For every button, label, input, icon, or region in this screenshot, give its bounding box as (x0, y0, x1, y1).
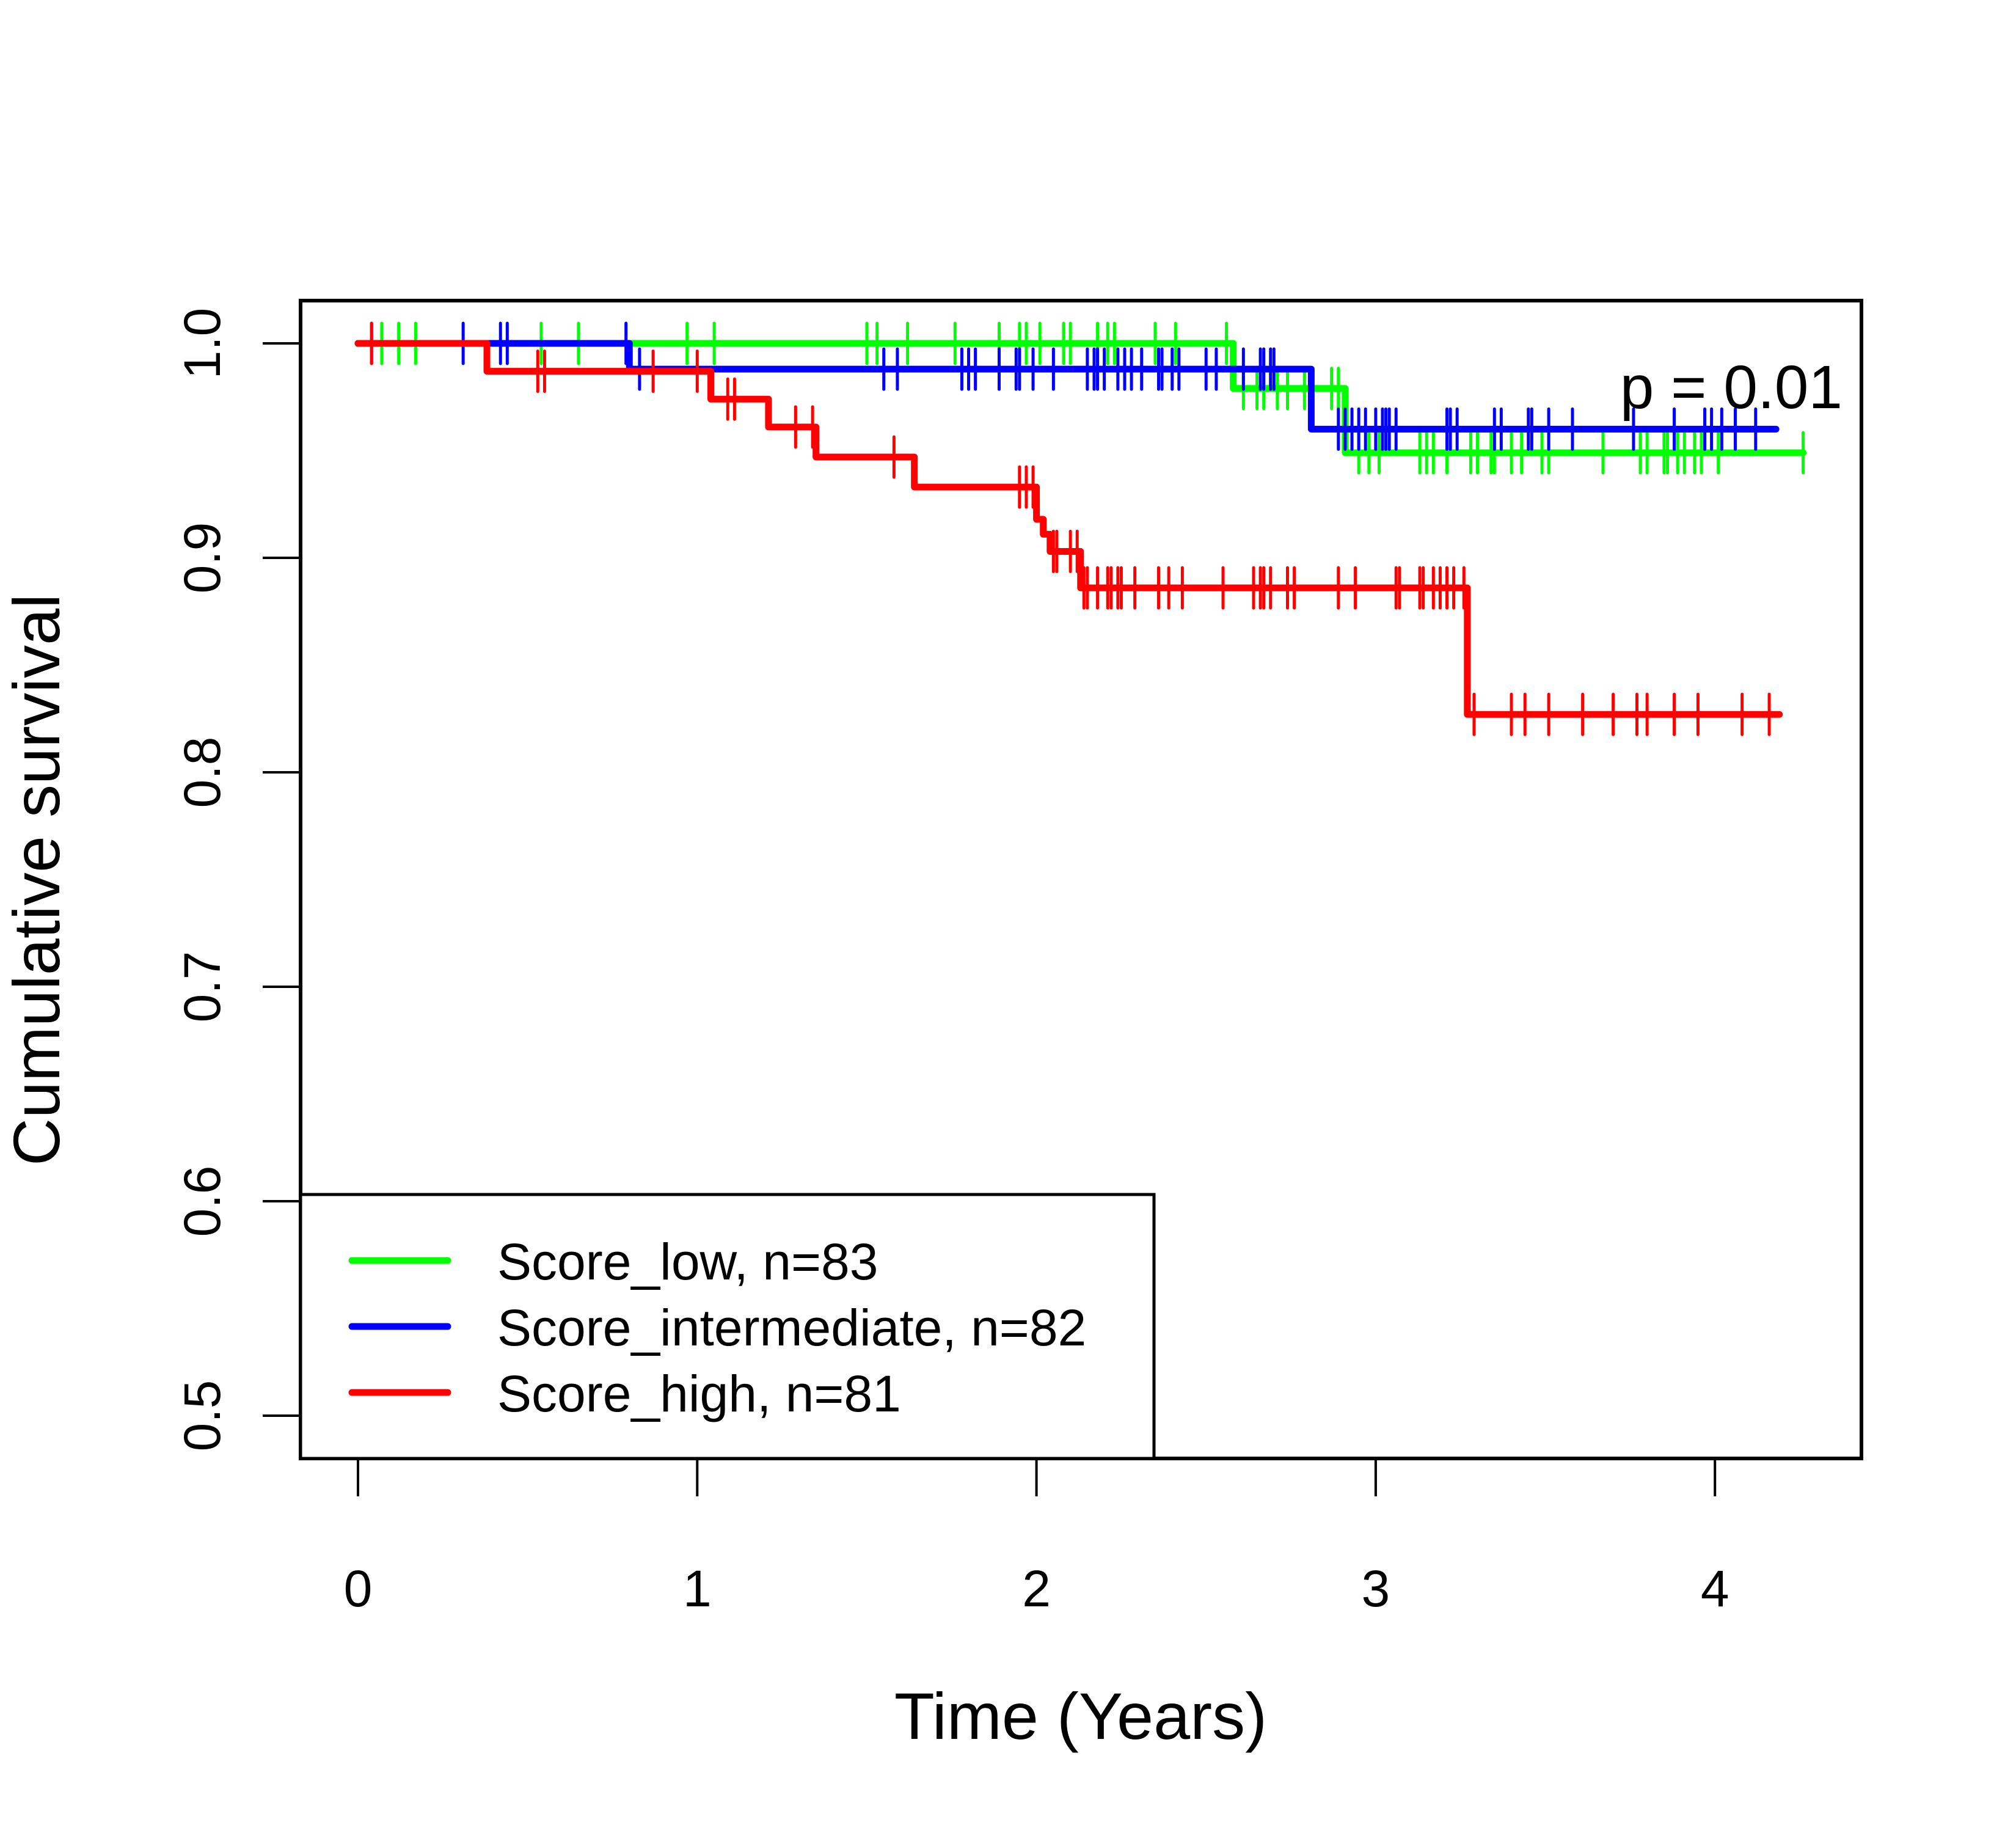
series-score-high (354, 321, 1783, 736)
legend-item-score-high: Score_high, n=81 (348, 1365, 901, 1422)
y-tick-label: 0.9 (173, 522, 231, 594)
x-tick-label: 0 (344, 1560, 373, 1617)
series-score-low (354, 321, 1807, 475)
y-tick-label: 0.5 (173, 1380, 231, 1452)
x-tick-label: 2 (1022, 1560, 1051, 1617)
legend-label-score-high: Score_high, n=81 (497, 1365, 901, 1422)
y-axis-title: Cumulative survival (0, 594, 73, 1166)
y-axis: 0.5 0.6 0.7 0.8 0.9 1.0 (173, 308, 301, 1452)
legend-item-score-low: Score_low, n=83 (348, 1233, 878, 1290)
curves-layer (354, 321, 1807, 736)
y-tick-label: 1.0 (173, 308, 231, 379)
x-tick-label: 1 (683, 1560, 712, 1617)
p-value-annotation: p = 0.01 (1620, 353, 1843, 422)
legend-label-score-low: Score_low, n=83 (497, 1233, 878, 1290)
legend: Score_low, n=83 Score_intermediate, n=82… (299, 1193, 1156, 1460)
series-score-intermediate (354, 321, 1780, 451)
y-tick-label: 0.6 (173, 1166, 231, 1237)
x-tick-label: 4 (1701, 1560, 1729, 1617)
x-axis-title: Time (Years) (894, 1679, 1267, 1753)
survival-curve-score-high (354, 340, 1783, 718)
survival-curve-score-low (354, 340, 1807, 456)
y-tick-label: 0.8 (173, 737, 231, 808)
legend-label-score-intermediate: Score_intermediate, n=82 (497, 1299, 1086, 1356)
legend-item-score-intermediate: Score_intermediate, n=82 (348, 1299, 1086, 1356)
x-tick-label: 3 (1362, 1560, 1390, 1617)
y-tick-label: 0.7 (173, 951, 231, 1023)
